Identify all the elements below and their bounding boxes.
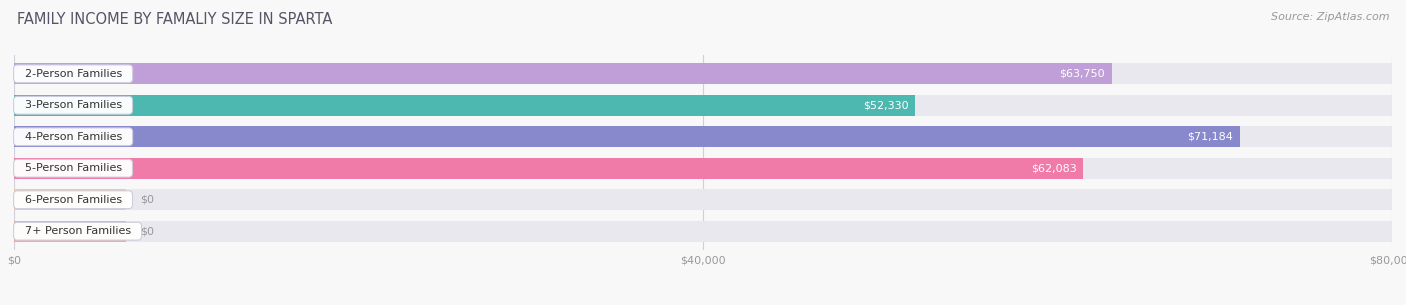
- Text: 7+ Person Families: 7+ Person Families: [17, 226, 138, 236]
- Bar: [14, 126, 1392, 147]
- Bar: [14, 63, 1392, 84]
- Bar: [14, 158, 1084, 179]
- Text: $52,330: $52,330: [863, 100, 908, 110]
- Text: 6-Person Families: 6-Person Families: [17, 195, 128, 205]
- Text: $62,083: $62,083: [1031, 163, 1077, 173]
- Text: $0: $0: [139, 226, 153, 236]
- Bar: [14, 95, 915, 116]
- Bar: [14, 221, 1392, 242]
- Text: $71,184: $71,184: [1187, 132, 1233, 142]
- Bar: [14, 189, 127, 210]
- Bar: [14, 63, 1112, 84]
- Text: 2-Person Families: 2-Person Families: [17, 69, 129, 79]
- Text: Source: ZipAtlas.com: Source: ZipAtlas.com: [1271, 12, 1389, 22]
- Text: $0: $0: [139, 195, 153, 205]
- Text: $63,750: $63,750: [1060, 69, 1105, 79]
- Bar: [14, 95, 1392, 116]
- Text: 4-Person Families: 4-Person Families: [17, 132, 129, 142]
- Text: FAMILY INCOME BY FAMALIY SIZE IN SPARTA: FAMILY INCOME BY FAMALIY SIZE IN SPARTA: [17, 12, 332, 27]
- Text: 5-Person Families: 5-Person Families: [17, 163, 128, 173]
- Bar: [14, 221, 127, 242]
- Bar: [14, 158, 1392, 179]
- Bar: [14, 126, 1240, 147]
- Text: 3-Person Families: 3-Person Families: [17, 100, 128, 110]
- Bar: [14, 189, 1392, 210]
